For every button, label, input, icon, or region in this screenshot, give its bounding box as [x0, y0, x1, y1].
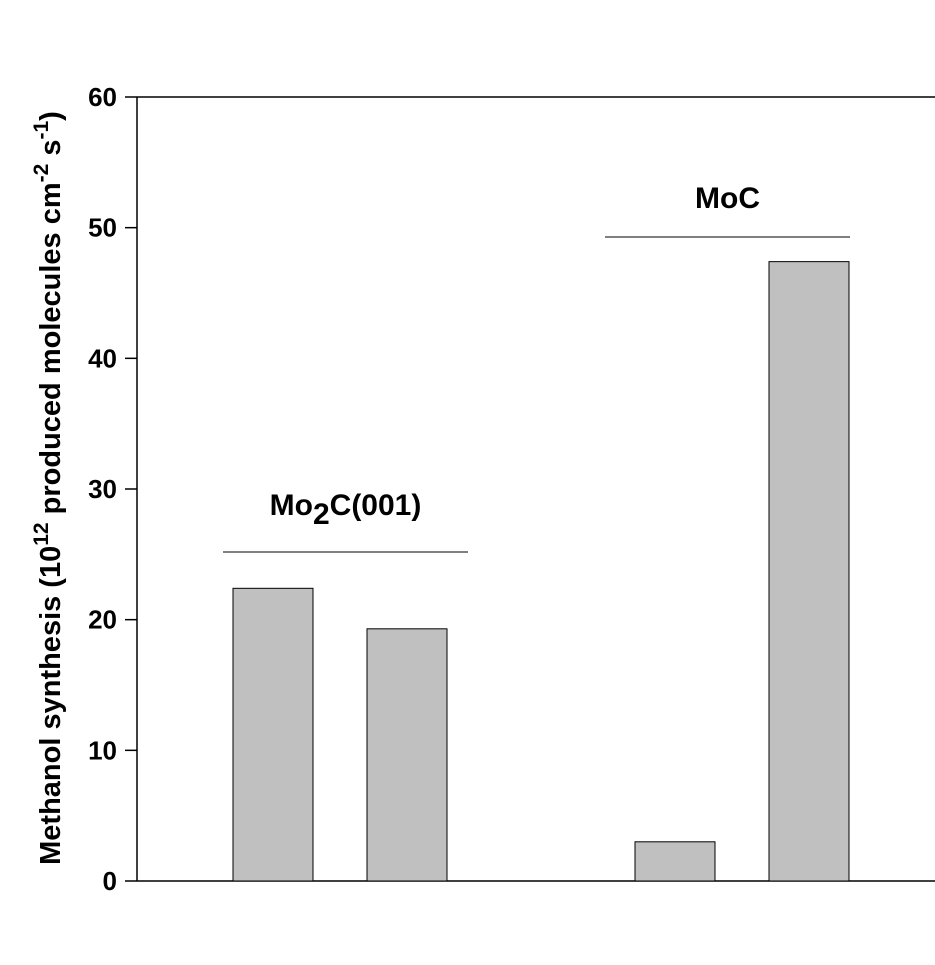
y-axis-label: Methanol synthesis (1012 produced molecu… [30, 111, 67, 865]
y-tick-label: 40 [88, 343, 117, 373]
bar [366, 628, 448, 882]
y-tick-label: 10 [88, 735, 117, 765]
y-ticks: 0 10 20 30 40 50 60 [88, 82, 137, 896]
bar [768, 261, 850, 882]
group-label: MoC [695, 182, 760, 215]
group-label: Mo2C(001) [270, 489, 422, 531]
y-tick-label: 20 [88, 605, 117, 635]
bar [634, 841, 716, 882]
bars [232, 261, 850, 882]
group-labels: Mo2C(001) MoC [223, 182, 850, 553]
y-tick-label: 30 [88, 474, 117, 504]
y-tick-label: 60 [88, 82, 117, 112]
y-tick-label: 50 [88, 213, 117, 243]
bar [232, 587, 314, 882]
y-tick-label: 0 [103, 866, 117, 896]
